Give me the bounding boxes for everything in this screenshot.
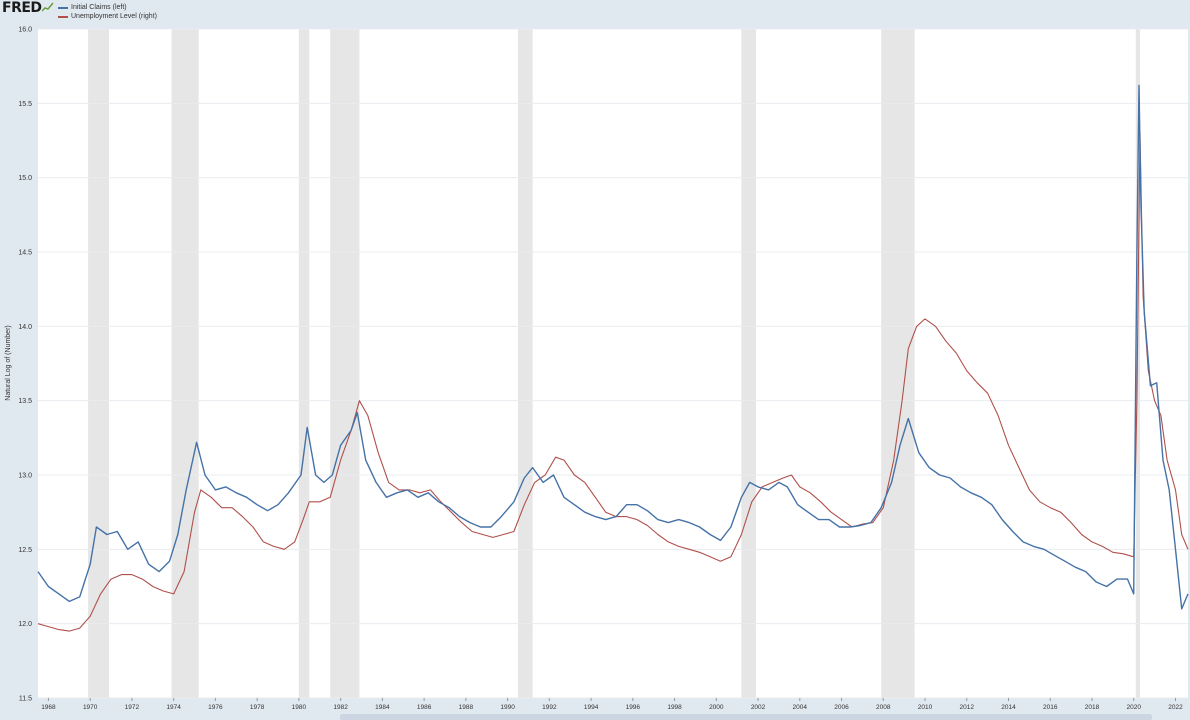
recession-band — [88, 29, 109, 698]
legend-label: Unemployment Level (right) — [71, 13, 157, 20]
x-tick-label: 1970 — [83, 704, 98, 711]
x-tick-label: 1990 — [500, 704, 515, 711]
y-tick-label: 11.5 — [19, 696, 32, 703]
legend-swatch-red — [58, 15, 68, 18]
recession-band — [518, 29, 533, 698]
x-tick-label: 2006 — [834, 704, 849, 711]
x-tick-label: 2004 — [793, 704, 808, 711]
y-tick-label: 16.0 — [18, 27, 32, 34]
y-tick-label: 15.0 — [18, 175, 32, 182]
x-tick-label: 1988 — [459, 704, 474, 711]
x-tick-label: 1986 — [417, 704, 432, 711]
plot-area — [38, 29, 1188, 698]
x-tick-label: 2020 — [1127, 704, 1142, 711]
x-tick-label: 1996 — [626, 704, 641, 711]
recession-band — [298, 29, 310, 698]
x-tick-label: 1980 — [292, 704, 307, 711]
range-scrollbar[interactable] — [340, 714, 1152, 720]
x-tick-label: 1994 — [584, 704, 599, 711]
recession-band — [881, 29, 915, 698]
y-tick-label: 14.0 — [18, 324, 32, 331]
y-tick-label: 14.5 — [18, 250, 32, 257]
fred-logo[interactable]: FRED — [2, 0, 42, 16]
x-tick-label: 2018 — [1085, 704, 1100, 711]
chart-header: FRED Initial Claims (left) Unemployment … — [0, 0, 1190, 24]
x-tick-label: 1972 — [125, 704, 140, 711]
chart-legend: Initial Claims (left) Unemployment Level… — [58, 3, 157, 21]
gridlines — [38, 28, 1188, 699]
y-tick-label: 13.0 — [18, 473, 32, 480]
legend-item-initial-claims[interactable]: Initial Claims (left) — [58, 3, 157, 12]
y-axis-label: Natural Log of (Number) — [5, 325, 12, 400]
y-tick-label: 12.0 — [18, 621, 32, 628]
x-tick-label: 1976 — [208, 704, 223, 711]
recession-bands — [88, 29, 1140, 698]
recession-band — [330, 29, 360, 698]
y-tick-label: 15.5 — [18, 101, 32, 108]
x-tick-label: 1998 — [667, 704, 682, 711]
x-tick-label: 2022 — [1168, 704, 1183, 711]
x-tick-label: 2010 — [918, 704, 933, 711]
y-axis-ticks: 11.5 12.0 12.5 13.0 13.5 14.0 14.5 15.0 15.5 16.0 — [18, 27, 32, 703]
legend-item-unemployment-level[interactable]: Unemployment Level (right) — [58, 12, 157, 21]
y-tick-label: 13.5 — [18, 398, 32, 405]
recession-band — [171, 29, 199, 698]
y-tick-label: 12.5 — [18, 547, 32, 554]
x-axis-ticks: 1968 1970 1972 1974 1976 1978 1980 1982 1984 1986… — [41, 698, 1183, 711]
x-tick-label: 1982 — [333, 704, 348, 711]
series-line-unemployment-level[interactable] — [37, 132, 1189, 632]
x-tick-label: 2016 — [1043, 704, 1058, 711]
recession-band — [1135, 29, 1140, 698]
legend-swatch-blue — [58, 6, 68, 9]
x-tick-label: 2002 — [751, 704, 766, 711]
x-tick-label: 1978 — [250, 704, 265, 711]
x-tick-label: 2008 — [876, 704, 891, 711]
fred-chart-icon — [42, 2, 54, 12]
x-tick-label: 1974 — [166, 704, 181, 711]
x-tick-label: 1992 — [542, 704, 557, 711]
x-tick-label: 1968 — [41, 704, 56, 711]
recession-band — [741, 29, 756, 698]
x-tick-label: 2014 — [1001, 704, 1016, 711]
series-line-initial-claims[interactable] — [37, 84, 1189, 610]
legend-label: Initial Claims (left) — [71, 4, 127, 11]
x-tick-label: 1984 — [375, 704, 390, 711]
series-lines — [37, 84, 1189, 632]
x-tick-label: 2012 — [960, 704, 975, 711]
x-tick-label: 2000 — [709, 704, 724, 711]
